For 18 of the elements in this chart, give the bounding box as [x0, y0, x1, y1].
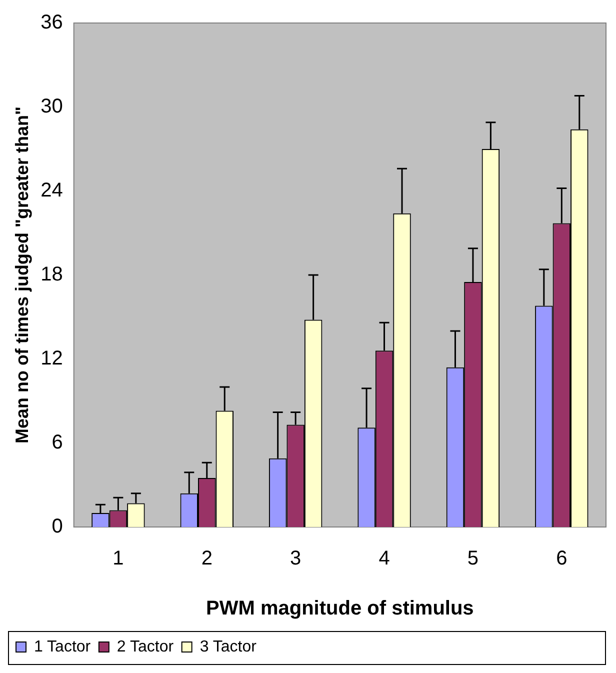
legend-label: 1 Tactor: [34, 638, 92, 656]
y-tick-label: 18: [40, 264, 63, 286]
legend-label: 2 Tactor: [116, 638, 174, 656]
x-tick-label: 4: [378, 548, 390, 570]
x-tick-label: 3: [290, 548, 302, 570]
x-tick-label: 5: [467, 548, 479, 570]
x-axis-title: PWM magnitude of stimulus: [206, 598, 474, 620]
x-tick-label: 1: [112, 548, 124, 570]
y-tick-label: 24: [40, 180, 63, 202]
y-tick-label: 12: [40, 348, 63, 370]
y-tick-label: 0: [52, 516, 63, 538]
y-tick-label: 30: [40, 96, 63, 118]
x-tick-label: 2: [201, 548, 212, 570]
y-axis-title: Mean no of times judged "greater than": [12, 106, 32, 444]
y-tick-label: 6: [52, 432, 63, 454]
y-tick-label: 36: [40, 12, 63, 34]
legend-label: 3 Tactor: [200, 638, 258, 656]
x-tick-label: 6: [556, 548, 568, 570]
